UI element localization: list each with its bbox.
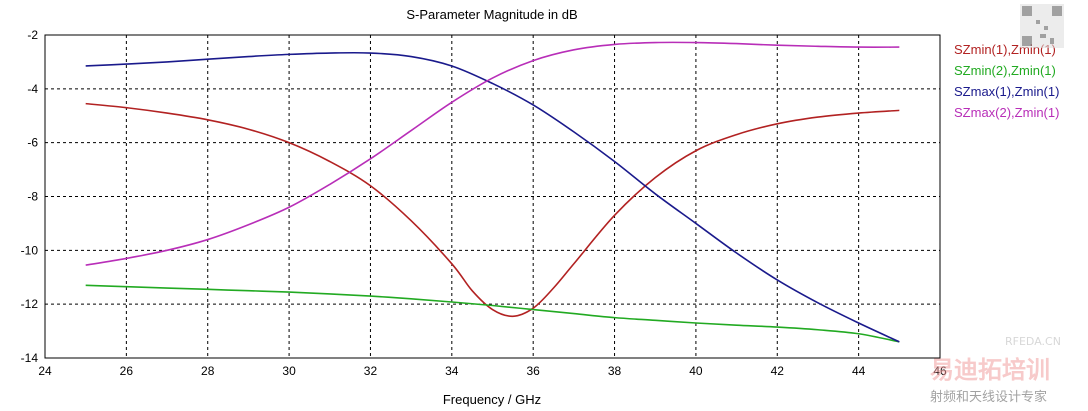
legend-entry-4: SZmax(2),Zmin(1) (954, 105, 1059, 120)
legend: SZmin(1),Zmin(1)SZmin(2),Zmin(1)SZmax(1)… (954, 42, 1059, 120)
x-tick-label: 34 (445, 364, 459, 378)
x-tick-label: 36 (527, 364, 541, 378)
series-line-3 (85, 51, 900, 343)
y-tick-labels: -2 -4 -6 -8 -10 -12 -14 (21, 28, 39, 365)
series-line-2 (85, 284, 900, 343)
x-tick-label: 44 (852, 364, 866, 378)
legend-entry-3: SZmax(1),Zmin(1) (954, 84, 1059, 99)
watermark-site: RFEDA.CN (1005, 335, 1061, 348)
x-tick-label: 28 (201, 364, 215, 378)
y-tick-label: -4 (27, 82, 38, 96)
series-line-1 (85, 102, 900, 318)
y-tick-label: -6 (27, 136, 38, 150)
watermark-tagline: 射频和天线设计专家 (930, 389, 1047, 405)
plot-area (44, 34, 941, 359)
series-layer (85, 41, 900, 343)
x-tick-label: 46 (933, 364, 947, 378)
grid (45, 35, 940, 358)
watermark: RFEDA.CN 易迪拓培训 射频和天线设计专家 (930, 4, 1064, 405)
legend-entry-2: SZmin(2),Zmin(1) (954, 63, 1056, 78)
x-tick-label: 26 (120, 364, 134, 378)
y-tick-label: -8 (27, 190, 38, 204)
plot-frame (44, 34, 941, 359)
watermark-brand: 易迪拓培训 (930, 356, 1050, 384)
x-tick-labels: 24 26 28 30 32 34 36 38 40 42 44 46 (38, 364, 947, 378)
y-tick-label: -10 (21, 243, 39, 257)
y-tick-label: -14 (21, 351, 39, 365)
chart-title: S-Parameter Magnitude in dB (406, 7, 577, 22)
y-tick-label: -12 (21, 297, 39, 311)
y-tick-label: -2 (27, 28, 38, 42)
x-tick-label: 40 (689, 364, 703, 378)
series-line-4 (85, 41, 900, 266)
x-tick-label: 30 (282, 364, 296, 378)
qr-code-pattern (1022, 6, 1062, 46)
x-tick-label: 38 (608, 364, 622, 378)
x-tick-label: 42 (771, 364, 785, 378)
x-tick-label: 32 (364, 364, 378, 378)
x-tick-label: 24 (38, 364, 52, 378)
x-axis-label: Frequency / GHz (443, 392, 541, 407)
